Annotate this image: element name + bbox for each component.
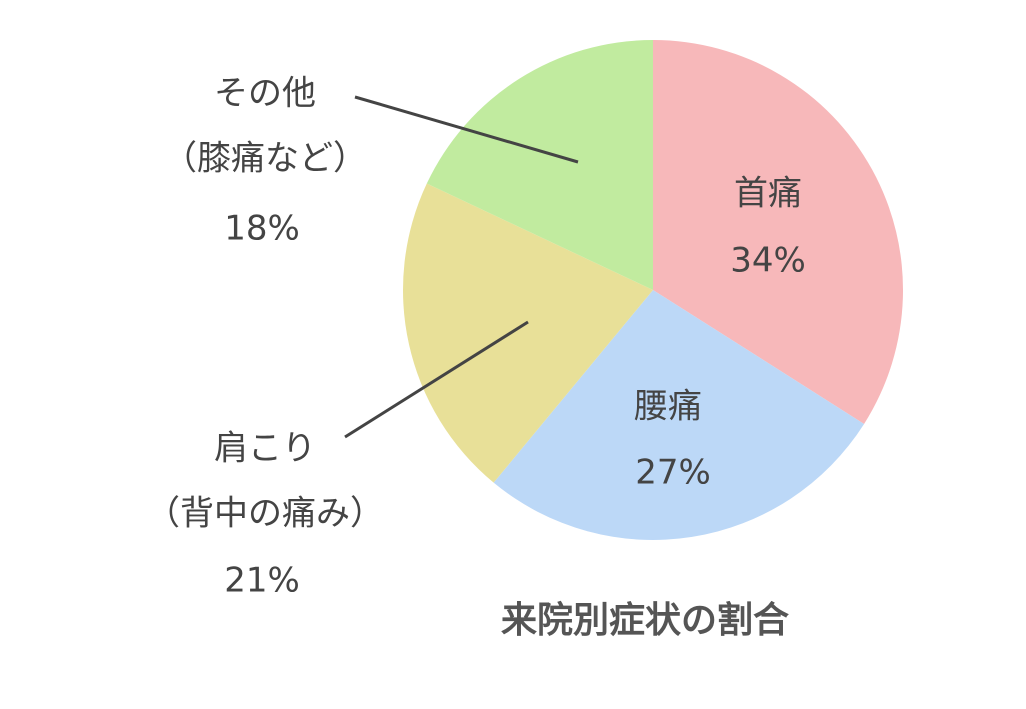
category-label: その他 [214,74,316,114]
pie-slice [403,183,653,483]
leader-line [344,320,529,439]
value-label: 21% [224,561,300,601]
category-label: 腰痛 [634,387,702,427]
pie-slice [653,40,904,424]
chart-title: 来院別症状の割合 [501,600,789,641]
value-label: 18% [224,209,300,249]
category-note: （背中の痛み） [146,494,384,534]
category-label: 首痛 [734,174,802,214]
leader-line [354,95,579,164]
value-label: 34% [730,241,806,281]
value-label: 27% [635,453,711,493]
category-label: 肩こり [214,429,316,469]
category-note: （膝痛など） [163,139,367,179]
pie-slice [493,290,865,540]
pie-slice [426,40,653,290]
